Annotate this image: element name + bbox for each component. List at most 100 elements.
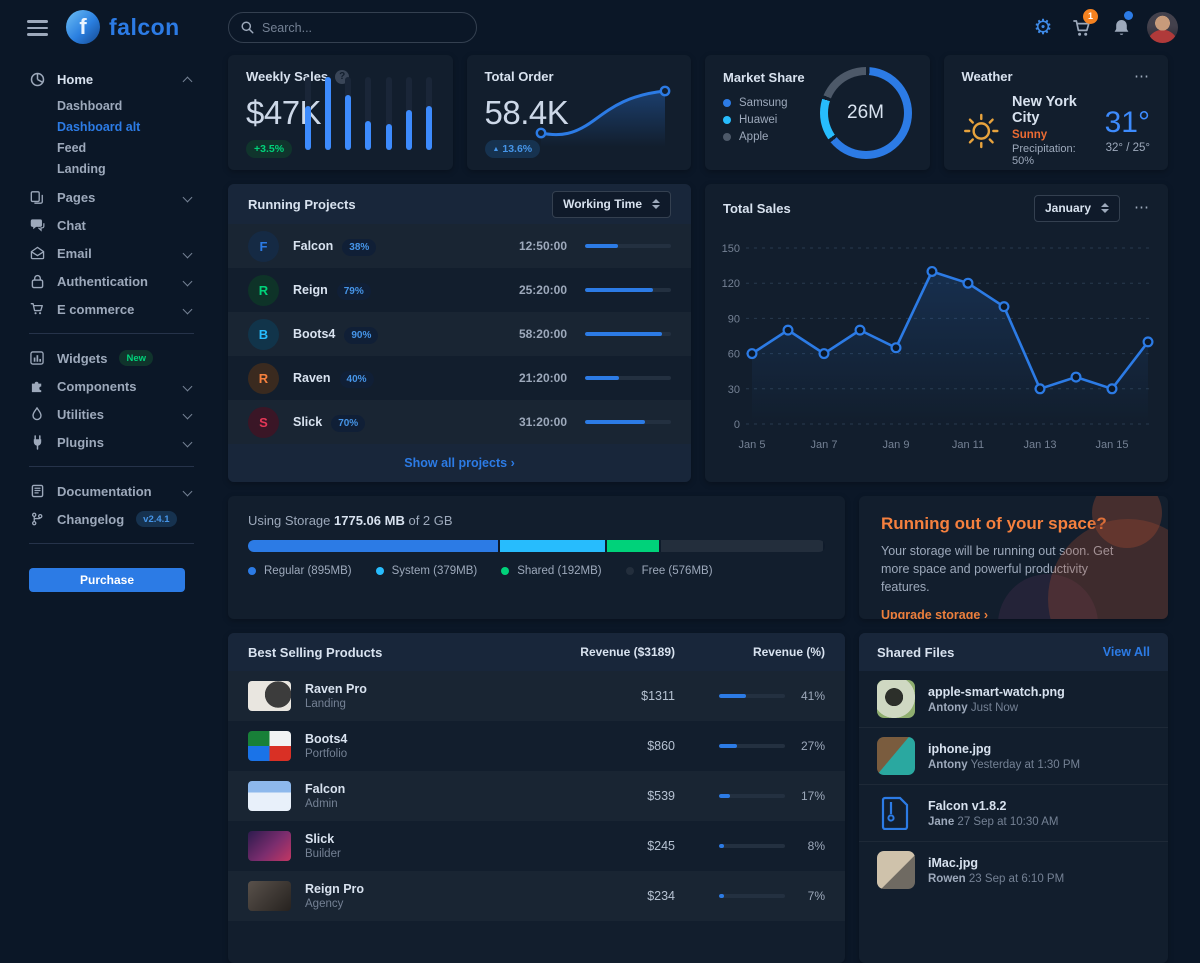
- svg-text:Jan 9: Jan 9: [882, 439, 909, 451]
- chevron-down-icon: [182, 409, 193, 419]
- weather-temp: 31°: [1104, 105, 1150, 139]
- chat-icon: [29, 218, 45, 232]
- search-input[interactable]: [262, 20, 464, 35]
- project-row[interactable]: S Slick 70% 31:20:00: [228, 400, 691, 444]
- svg-text:30: 30: [727, 384, 739, 396]
- sidebar-item-utilities[interactable]: Utilities: [29, 400, 194, 428]
- copy-icon: [29, 190, 45, 205]
- code-branch-icon: [29, 512, 45, 526]
- revenue-pct: 41%: [800, 689, 825, 703]
- view-all-link[interactable]: View All: [1102, 645, 1150, 659]
- total-order-card: Total Order 58.4K ▲ 13.6%: [466, 55, 691, 170]
- working-time-select[interactable]: Working Time: [552, 190, 671, 218]
- chevron-down-icon: [182, 381, 193, 391]
- plug-icon: [29, 434, 45, 450]
- product-revenue: $860: [647, 739, 675, 753]
- card-title: Weather: [961, 69, 1013, 84]
- ellipsis-menu-icon[interactable]: ⋯: [1134, 199, 1150, 217]
- weather-city: New York City: [1012, 94, 1077, 126]
- upgrade-space-card: Running out of your space? Your storage …: [859, 496, 1168, 619]
- puzzle-icon: [29, 379, 45, 393]
- project-time: 31:20:00: [518, 415, 567, 429]
- cart-button[interactable]: 1: [1069, 8, 1098, 43]
- card-title: Running Projects: [248, 196, 356, 212]
- progress-badge: 38%: [342, 239, 377, 256]
- file-item[interactable]: Falcon v1.8.2 Jane 27 Sep at 10:30 AM: [859, 784, 1168, 841]
- storage-legend: Regular (895MB) System (379MB) Shared (1…: [248, 565, 825, 577]
- file-item[interactable]: iphone.jpg Antony Yesterday at 1:30 PM: [859, 727, 1168, 784]
- sidebar-item-dashboard-alt[interactable]: Dashboard alt: [57, 119, 141, 134]
- legend-dot: [375, 567, 384, 575]
- product-row[interactable]: Reign Pro Agency $234 7%: [228, 871, 845, 921]
- revenue-pct: 27%: [800, 739, 825, 753]
- new-badge: New: [119, 350, 153, 366]
- sidebar-item-documentation[interactable]: Documentation: [29, 477, 194, 505]
- project-row[interactable]: R Reign 79% 25:20:00: [228, 268, 691, 312]
- purchase-button[interactable]: Purchase: [29, 568, 185, 592]
- sidebar-item-email[interactable]: Email: [29, 239, 194, 267]
- project-row[interactable]: F Falcon 38% 12:50:00: [228, 224, 691, 268]
- sidebar-item-home[interactable]: Home: [29, 65, 194, 93]
- progress-badge: 70%: [331, 415, 366, 432]
- brand-logo[interactable]: f falcon: [66, 10, 180, 44]
- sidebar-item-dashboard[interactable]: Dashboard: [57, 98, 123, 113]
- project-row[interactable]: B Boots4 90% 58:20:00: [228, 312, 691, 356]
- market-share-legend: Samsung Huawei Apple: [723, 97, 912, 143]
- sidebar-item-changelog[interactable]: Changelog v2.4.1: [29, 505, 194, 533]
- sidebar-item-chat[interactable]: Chat: [29, 211, 194, 239]
- sidebar-item-ecommerce[interactable]: E commerce: [29, 295, 194, 323]
- chevron-down-icon: [182, 248, 193, 258]
- progress-badge: 90%: [344, 327, 379, 344]
- upgrade-storage-link[interactable]: Upgrade storage ›: [881, 608, 988, 619]
- product-row[interactable]: Raven Pro Landing $1311 41%: [228, 671, 845, 721]
- chevron-right-icon: ›: [510, 456, 515, 470]
- file-thumbnail: [877, 737, 915, 775]
- show-all-projects-link[interactable]: Show all projects ›: [404, 456, 515, 470]
- product-row[interactable]: Falcon Admin $539 17%: [228, 771, 845, 821]
- month-select[interactable]: January: [1033, 194, 1120, 222]
- project-avatar: S: [248, 406, 279, 438]
- file-item[interactable]: iMac.jpg Rowen 23 Sep at 6:10 PM: [859, 841, 1168, 898]
- product-thumbnail: [248, 831, 291, 861]
- bell-icon: [1114, 19, 1128, 35]
- sidebar-item-plugins[interactable]: Plugins: [29, 428, 194, 456]
- notifications-button[interactable]: [1108, 10, 1134, 43]
- project-row[interactable]: R Raven 40% 21:20:00: [228, 356, 691, 400]
- space-warning-body: Your storage will be running out soon. G…: [881, 544, 1114, 595]
- running-projects-card: Running Projects Working Time F Falcon 38…: [228, 184, 691, 482]
- revenue-pct-bar: [719, 894, 785, 898]
- sidebar-item-widgets[interactable]: Widgets New: [29, 344, 194, 372]
- column-header-revenue: Revenue ($3189): [580, 645, 675, 659]
- revenue-pct-bar: [719, 844, 785, 848]
- sidebar-divider: [29, 466, 194, 467]
- svg-text:Jan 7: Jan 7: [810, 439, 837, 451]
- svg-text:0: 0: [733, 419, 739, 431]
- sidebar-item-feed[interactable]: Feed: [57, 140, 87, 155]
- chevron-down-icon: [182, 304, 193, 314]
- product-row[interactable]: Slick Builder $245 8%: [228, 821, 845, 871]
- settings-gear-icon[interactable]: ⚙: [1033, 16, 1053, 39]
- chevron-up-icon: [182, 76, 193, 86]
- svg-text:Jan 13: Jan 13: [1023, 439, 1056, 451]
- sidebar-item-pages[interactable]: Pages: [29, 183, 194, 211]
- user-avatar[interactable]: [1147, 12, 1178, 43]
- book-icon: [29, 484, 45, 498]
- weather-condition: Sunny: [1012, 129, 1048, 141]
- brand-name: falcon: [109, 13, 180, 40]
- revenue-pct-bar: [719, 744, 785, 748]
- best-selling-products-card: Best Selling Products Revenue ($3189) Re…: [228, 633, 845, 963]
- product-row[interactable]: Boots4 Portfolio $860 27%: [228, 721, 845, 771]
- project-progress-bar: [585, 420, 671, 424]
- sidebar-item-landing[interactable]: Landing: [57, 161, 106, 176]
- card-title: Total Order: [484, 69, 554, 84]
- hamburger-menu-icon[interactable]: [27, 20, 48, 40]
- sidebar-item-components[interactable]: Components: [29, 372, 194, 400]
- sidebar-item-authentication[interactable]: Authentication: [29, 267, 194, 295]
- storage-stacked-bar: [248, 540, 825, 552]
- file-item[interactable]: apple-smart-watch.png Antony Just Now: [859, 671, 1168, 727]
- product-revenue: $1311: [641, 689, 675, 703]
- file-thumbnail: [877, 680, 915, 718]
- sidebar-divider: [29, 333, 194, 334]
- ellipsis-menu-icon[interactable]: ⋯: [1134, 67, 1150, 85]
- notification-dot: [1124, 10, 1133, 20]
